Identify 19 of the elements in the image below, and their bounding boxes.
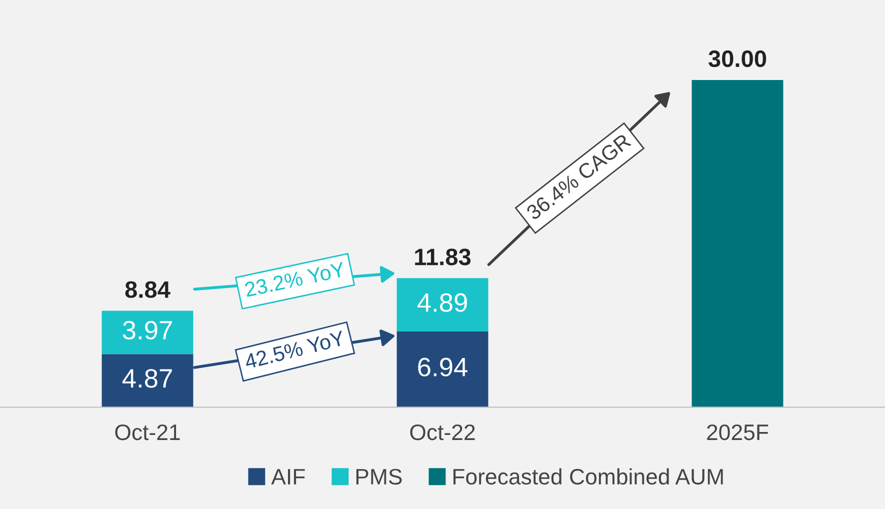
bar [396, 278, 488, 332]
data-label: 4.89 [417, 293, 467, 312]
total-label: 30.00 [708, 50, 766, 68]
legend-label: Forecasted Combined AUM [453, 468, 723, 485]
data-label: 3.97 [122, 320, 172, 340]
data-label: 4.87 [122, 369, 172, 388]
bar [102, 310, 194, 354]
data-label: 6.94 [418, 358, 468, 376]
x-tick-label: Oct-22 [410, 424, 475, 440]
annotation: 42.5% YoY [244, 330, 346, 370]
x-tick-label: Oct-21 [115, 424, 180, 440]
total-label: 11.83 [415, 248, 471, 266]
total-label: 8.84 [125, 281, 170, 298]
bar [396, 332, 488, 408]
annotation: 23.2% YoY [244, 262, 346, 298]
legend-label: PMS [356, 468, 402, 485]
x-tick-label: 2025F [707, 424, 768, 440]
bar [692, 80, 784, 408]
legend-label: AIF [271, 469, 305, 484]
